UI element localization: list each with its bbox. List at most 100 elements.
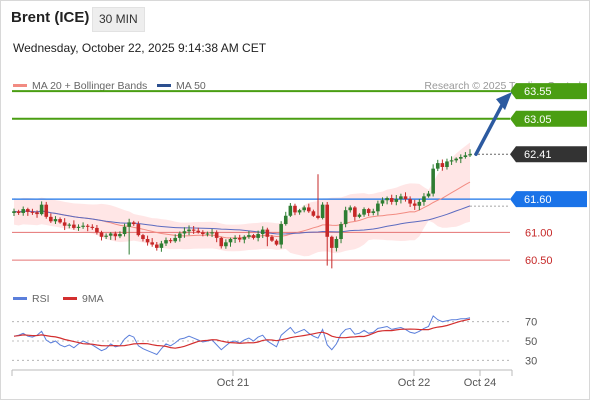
level-tag-target xyxy=(510,110,587,127)
candle xyxy=(191,226,196,234)
candle xyxy=(168,238,173,244)
legend-bollinger-label: MA 20 + Bollinger Bands xyxy=(32,80,148,92)
legend-rsi: RSI xyxy=(13,293,50,305)
candle xyxy=(431,164,435,197)
candle-body xyxy=(380,200,385,204)
candle xyxy=(85,224,90,232)
candle-body xyxy=(90,226,95,228)
x-axis: Oct 21 Oct 22 Oct 24 xyxy=(11,369,513,389)
candle xyxy=(274,239,279,246)
candle xyxy=(371,208,376,216)
candle xyxy=(260,226,265,239)
level-tag-pivot xyxy=(510,191,587,208)
candle xyxy=(30,208,35,215)
candle-body xyxy=(293,205,297,213)
x-axis-label: Oct 22 xyxy=(398,377,430,389)
candle xyxy=(348,205,353,213)
level-tag-text-current: 62.41 xyxy=(524,149,552,161)
candle xyxy=(330,235,334,269)
candle-body xyxy=(58,219,62,223)
legend-rsi-ma-label: 9MA xyxy=(82,293,104,305)
rsi-panel: 70 50 30 xyxy=(12,315,537,367)
candle-body xyxy=(141,235,145,240)
candle-body xyxy=(376,203,380,212)
candle-body xyxy=(150,242,154,245)
candle xyxy=(302,205,306,213)
candle xyxy=(210,228,214,238)
candle-body xyxy=(99,232,104,237)
candle xyxy=(118,231,122,239)
candle xyxy=(12,208,16,216)
interval-selector[interactable]: 30 MIN xyxy=(92,7,145,32)
candle-body xyxy=(205,233,210,235)
candle xyxy=(90,224,95,230)
candle-body xyxy=(426,193,431,197)
candle-body xyxy=(81,225,85,227)
candle-body xyxy=(468,154,472,156)
candle xyxy=(270,235,274,242)
candle xyxy=(394,195,399,206)
candle xyxy=(219,236,224,249)
candle-body xyxy=(334,239,339,248)
bollinger-swatch-icon xyxy=(13,83,27,87)
rsi-ma-swatch-icon xyxy=(63,296,77,300)
candle-body xyxy=(297,210,302,213)
rsi-tick-label: 30 xyxy=(525,355,537,367)
candle xyxy=(293,203,297,216)
legend-rsi-ma: 9MA xyxy=(63,293,104,305)
candle xyxy=(178,231,182,242)
candle xyxy=(122,223,127,237)
candle xyxy=(454,157,458,163)
candle-body xyxy=(35,212,39,215)
candle-body xyxy=(154,244,159,248)
candle-body xyxy=(389,198,394,202)
candle xyxy=(325,201,330,266)
candle-body xyxy=(265,229,270,237)
candle-body xyxy=(21,209,26,213)
rsi-tick-label: 70 xyxy=(525,317,537,329)
candle xyxy=(99,230,104,241)
candle xyxy=(251,233,256,240)
candle xyxy=(49,213,53,223)
level-tag-current xyxy=(510,146,587,163)
candle-body xyxy=(76,226,81,228)
timestamp: Wednesday, October 22, 2025 9:14:38 AM C… xyxy=(13,41,267,55)
candle xyxy=(150,238,154,247)
candle-body xyxy=(454,158,458,161)
candle xyxy=(435,159,440,172)
candle xyxy=(67,223,72,229)
candle xyxy=(463,152,468,159)
candle-body xyxy=(159,243,164,248)
candle-body xyxy=(353,207,357,217)
candle xyxy=(283,211,288,226)
candle xyxy=(306,203,311,213)
candle xyxy=(145,235,150,246)
candle xyxy=(95,225,99,235)
candle xyxy=(228,237,233,247)
candle xyxy=(35,210,39,218)
candle-body xyxy=(178,233,182,238)
candle-body xyxy=(44,204,49,217)
candle-body xyxy=(49,216,53,222)
candle-body xyxy=(458,157,463,159)
candle-body xyxy=(449,160,454,162)
candle xyxy=(237,234,242,243)
candle xyxy=(357,213,362,219)
candle xyxy=(422,193,426,206)
levels-group xyxy=(12,90,510,261)
candle xyxy=(72,220,76,230)
candle-body xyxy=(39,204,44,215)
moving-averages-group xyxy=(13,181,471,239)
legend-ma50: MA 50 xyxy=(157,80,206,92)
candle xyxy=(164,237,168,247)
candle xyxy=(196,227,201,234)
candle-body xyxy=(247,235,251,237)
candle xyxy=(201,230,205,237)
candle-body xyxy=(343,210,348,225)
candle xyxy=(141,233,145,242)
candle-body xyxy=(357,214,362,217)
candle xyxy=(104,233,108,240)
candle-body xyxy=(224,242,228,247)
candle-body xyxy=(399,196,403,200)
candle-body xyxy=(210,232,214,234)
